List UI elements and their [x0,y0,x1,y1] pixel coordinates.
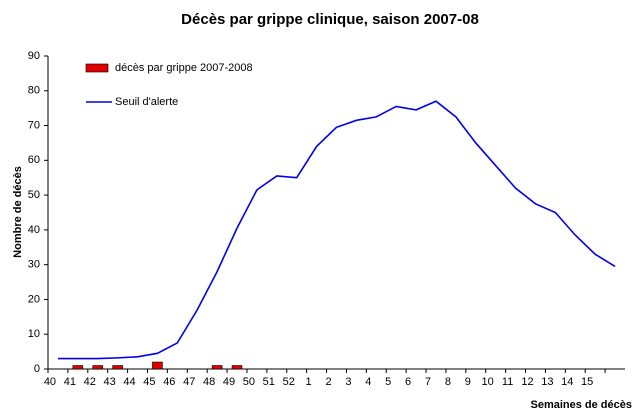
x-tick-label: 13 [541,376,553,388]
x-tick-label: 48 [203,376,215,388]
x-axis-label: Semaines de décès [530,399,632,411]
x-tick-label: 51 [263,376,275,388]
legend-swatch [85,63,109,73]
y-tick-label: 30 [28,259,40,271]
x-tick-label: 3 [345,376,351,388]
x-tick-label: 11 [502,376,513,388]
y-axis-label: Nombre de décès [12,166,24,258]
x-tick-label: 52 [283,376,295,388]
x-tick-label: 9 [465,376,471,388]
y-tick-label: 50 [28,189,40,201]
x-tick-label: 12 [521,376,533,388]
y-tick-label: 60 [28,154,40,166]
legend-label: décès par grippe 2007-2008 [115,62,253,74]
x-tick-label: 45 [143,376,155,388]
x-tick-label: 8 [445,376,451,388]
bar [92,365,104,370]
bar [152,361,163,370]
x-tick-label: 46 [163,376,175,388]
bar [231,365,243,370]
legend-label: Seuil d'alerte [115,96,178,108]
x-tick-label: 2 [325,376,331,388]
bar [211,365,223,370]
x-tick-label: 50 [243,376,255,388]
x-tick-label: 7 [425,376,431,388]
bar [112,365,123,370]
x-tick-label: 49 [223,376,235,388]
x-tick-label: 1 [306,376,312,388]
x-tick-label: 44 [123,376,135,388]
y-tick-label: 70 [28,119,40,131]
x-tick-label: 14 [561,376,573,388]
y-tick-label: 10 [28,328,40,340]
x-tick-label: 10 [482,376,494,388]
x-tick-label: 15 [581,376,593,388]
x-tick-label: 43 [104,376,116,388]
chart-title: Décès par grippe clinique, saison 2007-0… [181,11,479,28]
y-tick-label: 80 [28,85,40,97]
x-tick-label: 41 [64,376,76,388]
x-tick-label: 5 [385,376,391,388]
y-tick-label: 90 [28,50,40,62]
bar [72,365,84,370]
x-tick-label: 4 [365,376,371,388]
y-tick-label: 40 [28,224,40,236]
x-tick-label: 6 [405,376,411,388]
x-tick-label: 42 [84,376,96,388]
x-tick-label: 40 [44,376,56,388]
y-tick-label: 20 [28,293,40,305]
line [57,100,616,360]
x-tick-label: 47 [183,376,195,388]
y-tick-label: 0 [34,363,40,375]
